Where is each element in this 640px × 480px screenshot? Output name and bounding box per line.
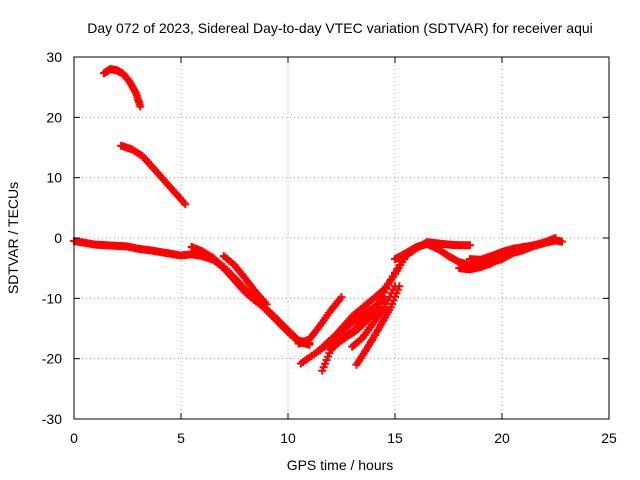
y-tick-label: -30: [42, 411, 62, 427]
x-tick-label: 0: [70, 430, 78, 446]
x-tick-label: 15: [387, 430, 403, 446]
y-axis-label: SDTVAR / TECUs: [5, 182, 21, 294]
data-point: [378, 294, 387, 303]
series-rise-1: [294, 293, 346, 348]
data-point: [368, 310, 377, 319]
y-tick-label: -10: [42, 290, 62, 306]
x-tick-label: 20: [494, 430, 510, 446]
y-tick-label: 10: [46, 170, 62, 186]
tick-labels: 0 5 10 15 20 25 -30 -20 -10 0 10 20 30: [42, 49, 617, 446]
series-arc-high: [99, 65, 145, 111]
data-point: [557, 237, 566, 246]
x-tick-label: 10: [280, 430, 296, 446]
y-tick-label: 30: [46, 49, 62, 65]
data-point: [519, 243, 528, 252]
data-point: [395, 282, 404, 291]
data-point: [136, 102, 145, 111]
y-tick-label: -20: [42, 351, 62, 367]
data-point: [551, 234, 560, 242]
y-tick-label: 20: [46, 109, 62, 125]
series-rise-4: [318, 294, 387, 375]
axis-ticks: [73, 56, 610, 420]
data-points: [70, 65, 566, 375]
series-recovery-b: [401, 238, 474, 261]
data-point: [337, 293, 346, 302]
series-rise-7: [352, 282, 404, 369]
data-point: [262, 300, 271, 309]
x-axis-label: GPS time / hours: [287, 457, 394, 473]
y-tick-label: 0: [54, 230, 62, 246]
chart-title: Day 072 of 2023, Sidereal Day-to-day VTE…: [87, 20, 593, 36]
series-recovery-d: [455, 243, 528, 274]
x-tick-label: 5: [177, 430, 185, 446]
series-descending-track: [117, 141, 190, 209]
data-point: [465, 241, 474, 250]
series-track-b: [219, 252, 271, 309]
x-tick-label: 25: [601, 430, 617, 446]
data-point: [181, 200, 190, 209]
grid: [74, 57, 609, 419]
